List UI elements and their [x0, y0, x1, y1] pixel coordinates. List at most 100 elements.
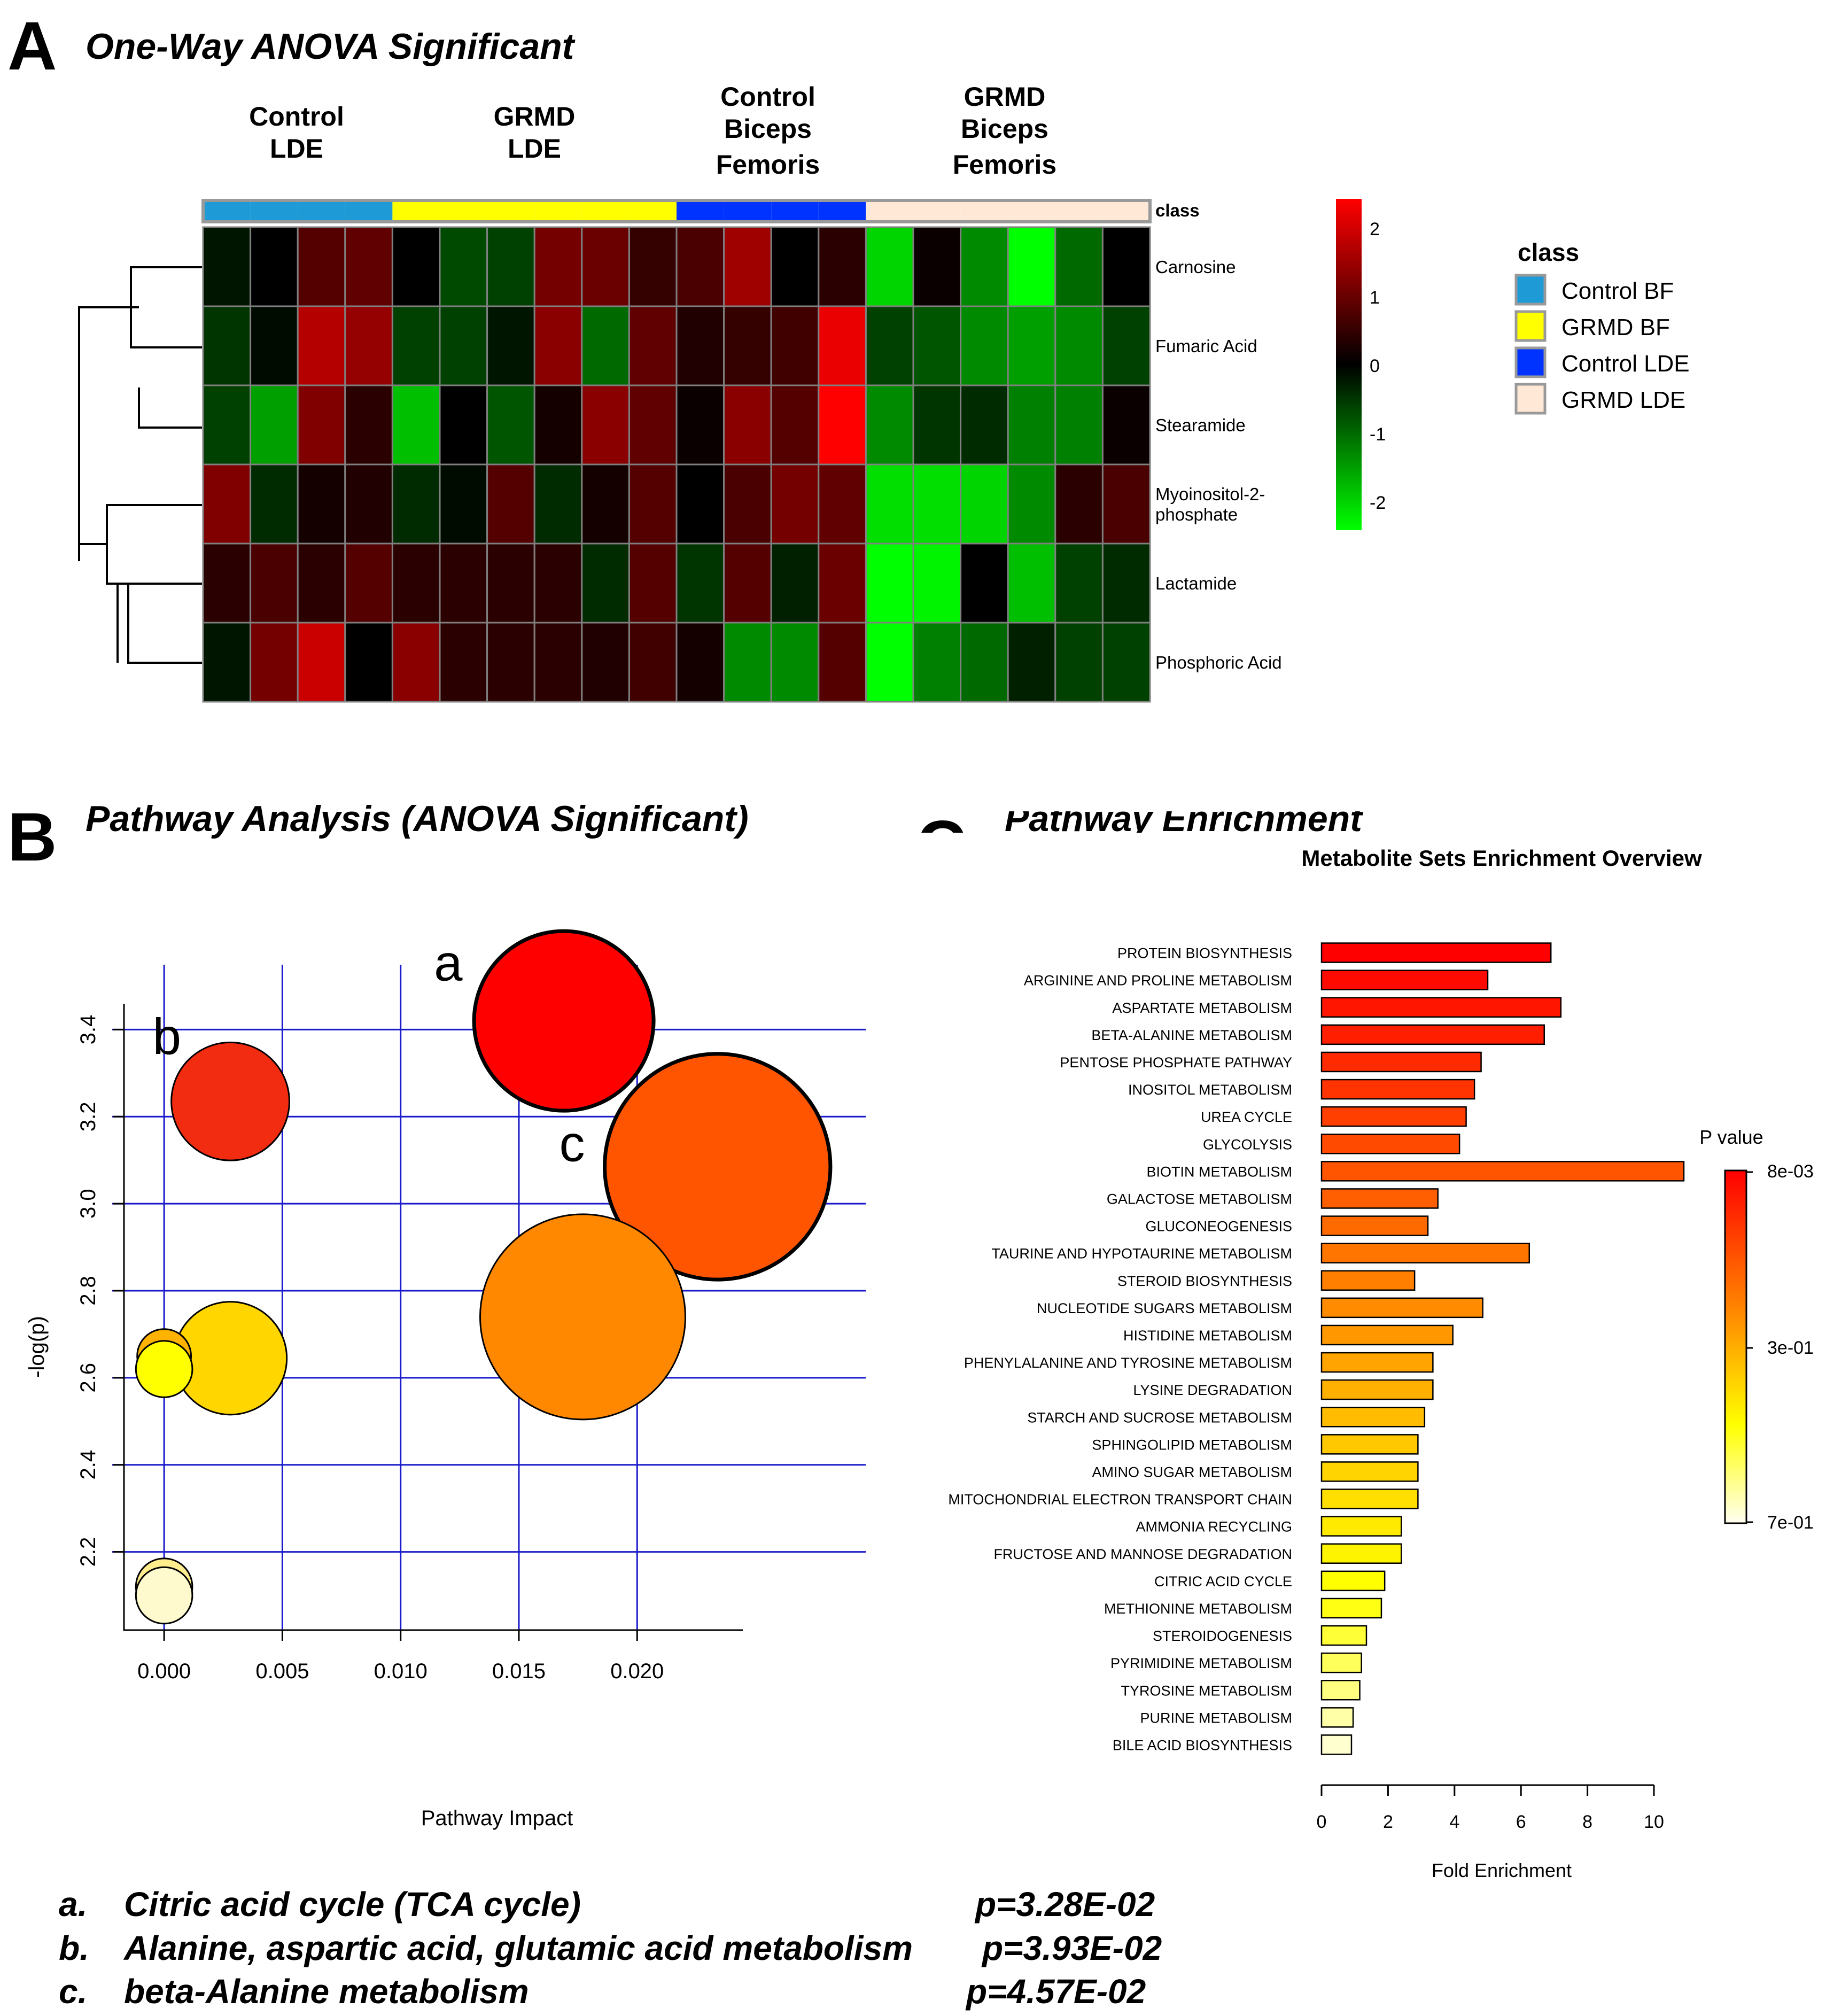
legend-swatch-grmd-lde [1514, 383, 1547, 415]
heatmap-cell [250, 305, 299, 386]
enrichment-category-label: SPHINGOLIPID METABOLISM [1092, 1437, 1292, 1453]
colorscale-bar [1336, 199, 1362, 530]
heatmap-cell [391, 384, 441, 466]
enrichment-bars [1320, 942, 1685, 1755]
heatmap-cell [439, 226, 488, 307]
panel-a-title: One-Way ANOVA Significant [86, 26, 576, 67]
heatmap-cell [628, 463, 678, 545]
heatmap-row-label: phosphate [1155, 505, 1238, 524]
heatmap-cell [675, 463, 725, 545]
enrichment-category-label: PHENYLALANINE AND TYROSINE METABOLISM [964, 1355, 1292, 1371]
class-bar-cell [534, 200, 582, 222]
panel-b-letter: B [7, 799, 57, 875]
enrichment-bar [1320, 997, 1562, 1018]
panel-c-title: Pathway Enrichment [1005, 798, 1363, 839]
class-bar-cell [1102, 200, 1150, 222]
heatmap-cell [1101, 622, 1151, 703]
heatmap-cell [1101, 463, 1151, 545]
enrichment-bar [1320, 1625, 1367, 1646]
enrichment-category-label: CITRIC ACID CYCLE [1154, 1573, 1292, 1589]
class-bar-cell [581, 200, 630, 222]
heatmap-cell [723, 542, 772, 624]
enrichment-category-label: TAURINE AND HYPOTAURINE METABOLISM [991, 1246, 1292, 1262]
heatmap-cell [1101, 384, 1151, 466]
enrichment-category-label: GLYCOLYSIS [1203, 1136, 1292, 1152]
heatmap-cell [675, 226, 725, 307]
pvalue-label-low: 7e-01 [1767, 1513, 1814, 1533]
scatter-y-tick-label: 3.2 [76, 1102, 100, 1131]
group-label-control-lde-line2: LDE [270, 134, 323, 164]
panel-a: A One-Way ANOVA Significant Control LDE … [7, 8, 1690, 703]
scatter-y-tick-label: 3.0 [76, 1189, 100, 1219]
heatmap-cell [628, 305, 678, 386]
annotation-b-p: p=3.93E-02 [981, 1929, 1162, 1967]
enrichment-category-label: AMMONIA RECYCLING [1136, 1519, 1292, 1535]
heatmap-cell [1054, 542, 1104, 624]
heatmap-cell [818, 542, 867, 624]
heatmap-cell [344, 542, 393, 624]
enrichment-category-label: UREA CYCLE [1201, 1109, 1292, 1125]
heatmap-cells [202, 226, 1151, 703]
heatmap-cell [1007, 542, 1056, 624]
heatmap-cell [770, 305, 820, 386]
annotation-a-p: p=3.28E-02 [974, 1885, 1155, 1924]
heatmap-cell [818, 463, 867, 545]
heatmap-cell [486, 622, 535, 703]
heatmap-cell [723, 622, 772, 703]
heatmap-cell [297, 542, 346, 624]
heatmap-cell [1101, 305, 1151, 386]
enrichment-tick-label: 0 [1317, 1812, 1327, 1832]
enrichment-bar [1320, 1079, 1475, 1100]
pvalue-label-mid: 3e-01 [1767, 1338, 1814, 1358]
heatmap-row-label: Myoinositol-2- [1155, 484, 1265, 504]
scatter-x-tick-label: 0.005 [255, 1660, 309, 1683]
class-bar-label: class [1155, 200, 1200, 220]
enrichment-category-label: TYROSINE METABOLISM [1121, 1682, 1292, 1699]
enrichment-category-label: NUCLEOTIDE SUGARS METABOLISM [1037, 1300, 1292, 1316]
heatmap-cell [486, 305, 535, 386]
heatmap-cell [723, 226, 772, 307]
class-legend: class Control BF GRMD BF Control LDE GRM… [1514, 238, 1690, 415]
pathway-annotations: a. Citric acid cycle (TCA cycle) p=3.28E… [59, 1885, 1162, 2011]
enrichment-category-label: GALACTOSE METABOLISM [1107, 1191, 1292, 1207]
dendrogram-branches [78, 266, 202, 664]
heatmap-cell [1054, 463, 1104, 545]
heatmap-cell [250, 463, 299, 545]
enrichment-bar [1320, 1598, 1382, 1619]
enrichment-bar [1320, 1707, 1354, 1728]
heatmap-cell [533, 226, 583, 307]
class-bar-cell [818, 200, 866, 222]
scatter-points: a b c [135, 929, 833, 1625]
panel-c-letter: C [916, 807, 966, 883]
enrichment-bar [1320, 1543, 1402, 1564]
scatter-point [472, 929, 656, 1113]
heatmap-cell [1007, 622, 1056, 703]
enrichment-category-label: METHIONINE METABOLISM [1104, 1601, 1292, 1617]
enrichment-bar [1320, 1161, 1685, 1182]
heatmap-cell [581, 384, 630, 466]
colorscale-tick-2: 2 [1370, 219, 1380, 239]
enrichment-category-label: AMINO SUGAR METABOLISM [1092, 1464, 1292, 1480]
heatmap-cell [1054, 384, 1104, 466]
scatter-x-tick-label: 0.015 [492, 1660, 546, 1683]
enrichment-category-label: FRUCTOSE AND MANNOSE DEGRADATION [993, 1546, 1292, 1562]
panel-b-title: Pathway Analysis (ANOVA Significant) [86, 798, 749, 839]
class-bar-cell [629, 200, 677, 222]
enrichment-bar [1320, 1188, 1439, 1209]
class-bar-cell [345, 200, 393, 222]
enrichment-category-label: INOSITOL METABOLISM [1128, 1082, 1292, 1098]
heatmap-cell [581, 622, 630, 703]
panel-a-letter: A [7, 8, 57, 84]
enrichment-category-label: HISTIDINE METABOLISM [1123, 1328, 1292, 1344]
enrichment-category-label: STEROID BIOSYNTHESIS [1117, 1273, 1292, 1289]
heatmap-cell [675, 622, 725, 703]
annotation-a-name: Citric acid cycle (TCA cycle) [124, 1885, 581, 1924]
heatmap-cell [297, 226, 346, 307]
enrichment-x-axis: 0 2 4 6 8 10 [1317, 1784, 1664, 1832]
heatmap-cell [439, 622, 488, 703]
heatmap-cell [1054, 305, 1104, 386]
class-bar-cell [913, 200, 961, 222]
legend-label-control-bf: Control BF [1561, 278, 1674, 304]
heatmap-cell [628, 622, 678, 703]
colorscale-tick-1: 1 [1370, 288, 1380, 308]
